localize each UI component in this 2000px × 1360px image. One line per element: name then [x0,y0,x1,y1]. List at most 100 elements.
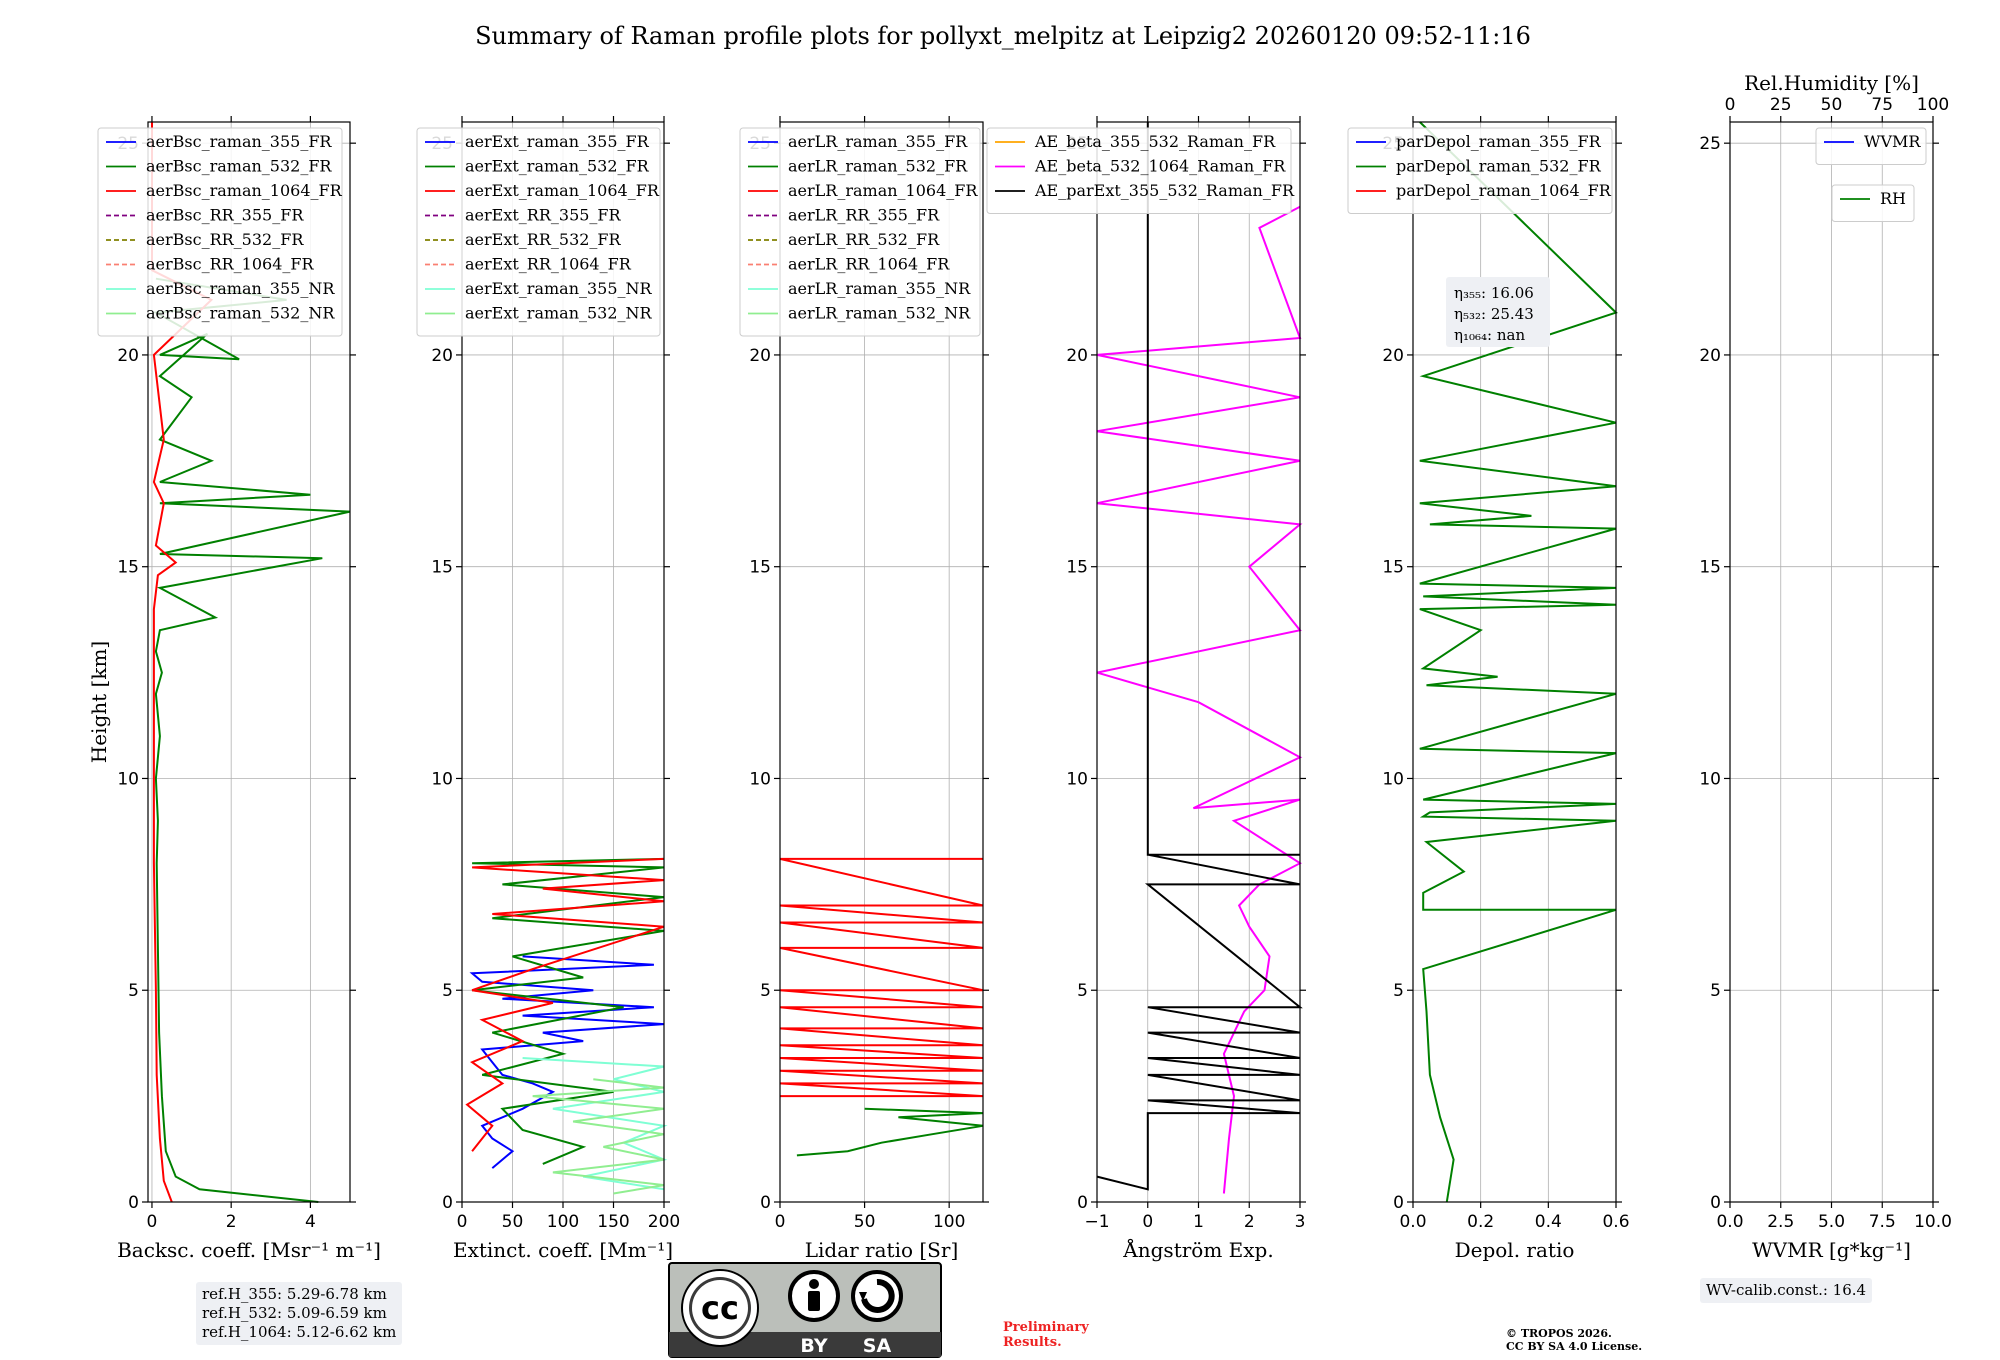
y-tick-label: 20 [1699,346,1721,366]
wv-calibration-box: WV-calib.const.: 16.4 [1700,1278,1873,1303]
copyright-line-1: © TROPOS 2026. [1506,1327,1612,1340]
x-axis-label: WVMR [g*kg⁻¹] [1752,1238,1911,1262]
legend-entry: parDepol_raman_355_FR [1396,132,1602,151]
x-tick-label: 50 [502,1212,524,1232]
legend-entry: aerLR_RR_355_FR [788,206,940,225]
y-tick-label: 15 [1382,558,1404,578]
top-tick-label: 100 [1917,95,1949,115]
legend-rh: RH [1831,184,1915,222]
panel-backscatter: 0240510152025Backsc. coeff. [Msr⁻¹ m⁻¹]H… [87,116,381,1262]
legend: parDepol_raman_355_FR parDepol_raman_532_… [1347,127,1613,214]
legend-frame [739,127,981,337]
y-tick-label: 15 [1699,558,1721,578]
panel-wvmr: 0.0 2.5 5.0 7.5 10.0 0 5 10 15 20 25 WVMR [g*kg⁻¹] 0… [1699,71,1952,1262]
legend-entry: aerLR_raman_532_FR [788,157,968,176]
legend-frame [416,127,661,337]
y-axis-label: Height [km] [87,641,111,763]
series-aerExt_raman_355_FR [469,955,665,1169]
series-aerLR_raman_1064_FR [779,857,984,1098]
legend-frame [1815,127,1927,165]
legend-entry: aerLR_raman_355_NR [788,279,971,298]
top-tick-label: 25 [1770,95,1792,115]
legend-entry: aerLR_raman_355_FR [788,132,968,151]
x-tick-label: 0 [775,1212,786,1232]
cc-logo-by: BY [800,1335,827,1357]
copyright-line-2: CC BY SA 4.0 License. [1506,1340,1643,1353]
legend-entry: aerExt_RR_355_FR [465,206,622,225]
legend-entry: aerExt_raman_532_NR [465,304,653,323]
x-axis-label: Ångström Exp. [1122,1237,1273,1262]
series-aerExt_raman_532_NR [532,1078,665,1195]
x-tick-label: 150 [597,1212,629,1232]
y-tick-label: 25 [1699,134,1721,154]
top-tick-label: 0 [1725,95,1736,115]
eta-annotation: η₃₅₅: 16.06 η₅₃₂: 25.43 η₁₀₆₄: nan [1446,277,1550,347]
legend-frame [1347,127,1613,214]
y-tick-label: 5 [1710,981,1721,1001]
x-axis-label: Depol. ratio [1455,1238,1575,1262]
y-tick-label: 10 [1699,769,1721,789]
y-tick-label: 20 [1382,346,1404,366]
cc-logo-main: cc [701,1289,739,1327]
y-tick-label: 0 [760,1193,771,1213]
legend: aerExt_raman_355_FR aerExt_raman_532_FRae… [416,127,661,337]
axes-frame [779,121,984,1203]
y-tick-label: 5 [760,981,771,1001]
axes-frame [1412,121,1617,1203]
ref-height-355: ref.H_355: 5.29-6.78 km [202,1285,387,1303]
x-tick-label: 100 [547,1212,579,1232]
x-axis-label: Backsc. coeff. [Msr⁻¹ m⁻¹] [117,1238,381,1262]
y-tick-label: 5 [128,981,139,1001]
y-tick-label: 15 [431,558,453,578]
ref-height-1064: ref.H_1064: 5.12-6.62 km [202,1323,397,1341]
x-tick-label: 10.0 [1914,1212,1952,1232]
x-tick-label: 0.6 [1602,1212,1629,1232]
top-tick-label: 50 [1821,95,1843,115]
legend-entry: aerExt_raman_355_NR [465,279,653,298]
y-tick-label: 20 [1066,346,1088,366]
x-tick-label: 5.0 [1818,1212,1845,1232]
annotation-line: η₅₃₂: 25.43 [1454,305,1534,323]
wv-calibration-text: WV-calib.const.: 16.4 [1706,1281,1867,1299]
y-tick-label: 0 [1077,1193,1088,1213]
y-tick-label: 10 [1066,769,1088,789]
panel-extinction: 0501001502000510152025Extinct. coeff. [M… [416,116,680,1262]
y-tick-label: 5 [1393,981,1404,1001]
series-aerLR_raman_532_FR [796,1107,984,1157]
panel-depol: 0.00.20.40.60510152025Depol. ratioparDep… [1347,116,1630,1262]
legend: WVMR [1815,127,1927,165]
legend: aerLR_raman_355_FR aerLR_raman_532_FR aerL… [739,127,981,337]
figure-title: Summary of Raman profile plots for polly… [475,22,1531,50]
y-tick-label: 0 [128,1193,139,1213]
series-aerBsc_raman_1064_FR [151,122,214,1203]
reference-height-box: ref.H_355: 5.29-6.78 km ref.H_532: 5.09-… [196,1282,403,1345]
series-AE_beta_532_1064_Raman_FR [1096,205,1303,1194]
legend-frame [986,127,1292,214]
legend: AE_beta_355_532_Raman_FR AE_beta_532_1064… [986,127,1295,214]
copyright-note: © TROPOS 2026. CC BY SA 4.0 License. [1506,1327,1642,1353]
series-aerExt_raman_1064_FR [465,857,665,1152]
y-tick-label: 15 [749,558,771,578]
x-tick-label: 0.4 [1535,1212,1562,1232]
preliminary-line-2: Results. [1003,1335,1062,1350]
x-tick-label: 0.0 [1716,1212,1743,1232]
legend-entry: AE_beta_355_532_Raman_FR [1034,132,1276,151]
series-parDepol_raman_532_FR [1419,121,1618,1203]
x-tick-label: 1 [1193,1212,1204,1232]
legend: aerBsc_raman_355_FR aerBsc_raman_532_FRae… [97,127,343,337]
legend-entry: aerBsc_raman_532_NR [146,304,335,323]
x-tick-label: 4 [305,1212,316,1232]
y-tick-label: 10 [749,769,771,789]
legend-frame [97,127,343,337]
preliminary-line-1: Preliminary [1003,1320,1089,1335]
legend-entry: RH [1880,189,1906,208]
y-tick-label: 10 [1382,769,1404,789]
y-tick-label: 20 [749,346,771,366]
y-tick-label: 10 [117,769,139,789]
legend-entry: aerLR_RR_1064_FR [788,255,950,274]
x-tick-label: −1 [1084,1212,1109,1232]
annotation-line: η₁₀₆₄: nan [1454,326,1525,344]
legend-entry: parDepol_raman_1064_FR [1396,181,1612,200]
x-tick-label: 50 [854,1212,876,1232]
series-aerBsc_raman_532_FR [152,277,351,1203]
